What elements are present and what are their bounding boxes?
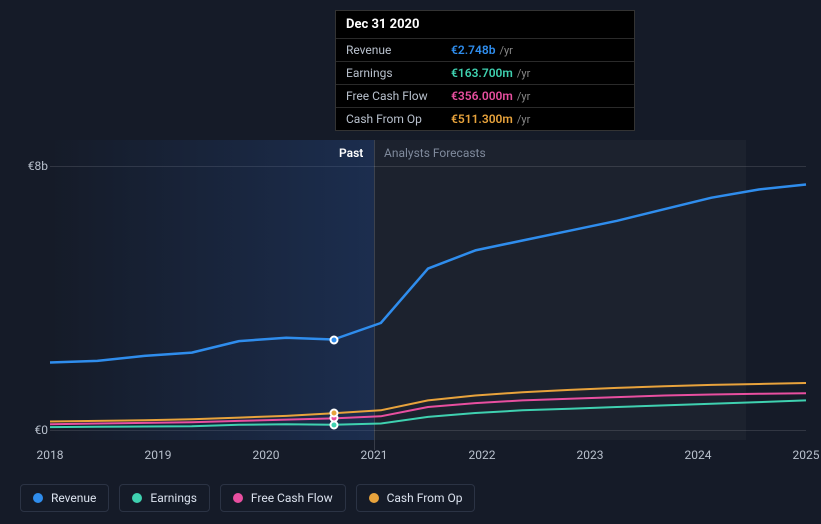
x-tick-label: 2019 (145, 448, 172, 462)
x-tick-label: 2018 (37, 448, 64, 462)
x-tick-label: 2020 (253, 448, 280, 462)
legend-label: Free Cash Flow (251, 491, 333, 505)
tooltip-row-label: Revenue (346, 43, 451, 57)
legend-item-cash-from-op[interactable]: Cash From Op (356, 484, 476, 512)
tooltip-row-label: Cash From Op (346, 112, 451, 126)
tooltip-row-value: €2.748b (451, 43, 495, 57)
tooltip-row-value: €511.300m (451, 112, 513, 126)
tooltip-date: Dec 31 2020 (336, 11, 634, 38)
tooltip-row-unit: /yr (499, 44, 512, 57)
legend-label: Earnings (150, 491, 197, 505)
x-tick-label: 2022 (469, 448, 496, 462)
legend-dot-icon (233, 493, 243, 503)
y-tick-label: €0 (20, 423, 48, 437)
plot-area[interactable]: Past Analysts Forecasts 2018201920202021… (50, 140, 806, 440)
y-tick-label: €8b (20, 159, 48, 173)
legend-item-revenue[interactable]: Revenue (20, 484, 109, 512)
series-revenue (50, 185, 806, 363)
tooltip-row-unit: /yr (517, 90, 530, 103)
series-cash-from-op (50, 383, 806, 422)
x-tick-label: 2021 (361, 448, 388, 462)
tooltip-row-label: Free Cash Flow (346, 89, 451, 103)
legend-item-earnings[interactable]: Earnings (119, 484, 210, 512)
x-tick-label: 2024 (685, 448, 712, 462)
legend-dot-icon (33, 493, 43, 503)
tooltip-row-unit: /yr (517, 113, 530, 126)
tooltip-row: Revenue€2.748b/yr (336, 38, 634, 61)
chart-lines (50, 140, 806, 440)
tooltip-row: Cash From Op€511.300m/yr (336, 107, 634, 130)
tooltip-row: Earnings€163.700m/yr (336, 61, 634, 84)
legend-label: Cash From Op (387, 491, 463, 505)
hover-marker (329, 409, 338, 418)
tooltip-row-value: €356.000m (451, 89, 513, 103)
tooltip-row-unit: /yr (517, 67, 530, 80)
x-tick-label: 2025 (793, 448, 820, 462)
tooltip-row-value: €163.700m (451, 66, 513, 80)
legend-label: Revenue (51, 491, 96, 505)
tooltip-row-label: Earnings (346, 66, 451, 80)
hover-marker (329, 335, 338, 344)
legend-item-free-cash-flow[interactable]: Free Cash Flow (220, 484, 346, 512)
chart-legend: Revenue Earnings Free Cash Flow Cash From O… (20, 484, 475, 512)
tooltip-row: Free Cash Flow€356.000m/yr (336, 84, 634, 107)
x-tick-label: 2023 (577, 448, 604, 462)
legend-dot-icon (132, 493, 142, 503)
chart-tooltip: Dec 31 2020 Revenue€2.748b/yrEarnings€16… (335, 10, 635, 131)
legend-dot-icon (369, 493, 379, 503)
financials-chart: Dec 31 2020 Revenue€2.748b/yrEarnings€16… (20, 0, 806, 470)
